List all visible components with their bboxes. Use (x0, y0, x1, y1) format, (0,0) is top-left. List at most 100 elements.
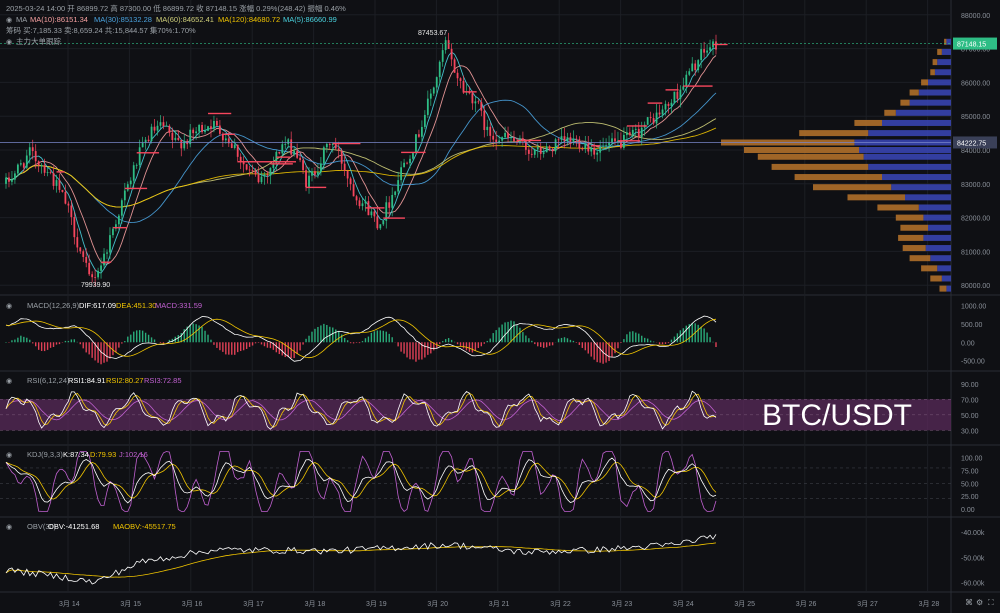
candle-body (349, 178, 352, 185)
kdj-pane[interactable] (0, 451, 951, 512)
main-force-label[interactable]: 主力大单跟踪 (16, 36, 61, 46)
large-order-mark (626, 125, 648, 127)
macd-histogram-bar (433, 342, 435, 351)
macd-histogram-bar (23, 336, 25, 343)
candle-body (61, 189, 64, 192)
macd-histogram-bar (563, 337, 566, 343)
rsi2-line (5, 392, 717, 428)
candle-body (11, 179, 13, 182)
macd-histogram-bar (343, 337, 346, 343)
macd-histogram-bar (382, 330, 384, 343)
macd-histogram-bar (462, 342, 465, 349)
macd-dif-value: DIF:617.09 (79, 301, 116, 310)
macd-histogram-bar (171, 338, 174, 343)
candle-body (655, 112, 658, 124)
candle-body (358, 200, 361, 207)
candle-body (319, 163, 322, 172)
large-order-mark (306, 186, 327, 189)
time-tick-label: 3月 16 (182, 600, 203, 608)
macd-histogram-bar (400, 342, 402, 352)
camera-icon[interactable]: ⌘ (965, 598, 973, 607)
macd-histogram-bar (49, 342, 52, 348)
kdj-d-value: D:79.93 (90, 450, 116, 459)
candle-body (462, 80, 465, 93)
eye-icon[interactable]: ◉ (6, 39, 12, 46)
rsi-pane[interactable] (0, 390, 951, 431)
ma10-value: MA(10):86151.34 (30, 15, 88, 24)
candle-body (28, 147, 31, 156)
macd-histogram-bar (551, 342, 554, 346)
macd-histogram-bar (118, 342, 120, 348)
candle-body (667, 103, 670, 106)
macd-histogram-bar (127, 336, 129, 343)
macd-histogram-bar (58, 342, 61, 345)
macd-histogram-bar (608, 342, 610, 362)
candle-body (539, 147, 542, 154)
time-axis: 3月 14 3月 15 3月 16 3月 17 3月 18 3月 19 3月 20 3月 21… (59, 600, 939, 608)
candle-body (195, 131, 198, 134)
candle-body (334, 143, 337, 149)
macd-histogram-bar (459, 342, 462, 346)
macd-histogram-bar (136, 330, 138, 343)
settings-icon[interactable]: ⚙ (976, 598, 983, 607)
macd-histogram-bar (91, 342, 93, 358)
macd-histogram-bar (329, 326, 331, 343)
kdj-k-value: K:87.34 (63, 450, 89, 459)
candle-body (620, 140, 622, 148)
macd-histogram-bar (480, 342, 483, 347)
candle-body (709, 47, 711, 51)
candle-body (569, 137, 572, 142)
volume-profile-bar-up (928, 224, 951, 231)
macd-histogram-bar (338, 331, 340, 343)
candle-body (299, 157, 302, 161)
time-tick-label: 3月 22 (550, 600, 571, 608)
macd-legend: ◉ MACD(12,26,9) DIF:617.09 DEA:451.30 MA… (6, 301, 202, 310)
candle-body (536, 147, 539, 150)
macd-histogram-bar (379, 330, 382, 343)
large-order-mark (516, 139, 541, 142)
candle-body (207, 126, 209, 131)
candle-body (198, 124, 200, 132)
obv-line (5, 534, 717, 585)
candle-body (132, 165, 135, 181)
candle-body (150, 126, 153, 142)
macd-histogram-bar (234, 342, 236, 355)
eye-icon[interactable]: ◉ (6, 17, 12, 24)
macd-pane[interactable] (5, 315, 717, 365)
volume-profile-bar-up (905, 194, 951, 201)
macd-histogram-bar (272, 342, 275, 350)
macd-histogram-bar (35, 342, 37, 347)
candle-body (614, 138, 616, 142)
obv-pane[interactable] (5, 534, 717, 585)
candle-body (715, 41, 717, 50)
poc-price-tag (953, 136, 997, 149)
candle-body (703, 49, 706, 53)
candle-body (58, 180, 61, 190)
volume-profile-bar-up (937, 59, 951, 66)
indicator-tick-label: 0.00 (961, 340, 975, 347)
macd-histogram-bar (192, 323, 194, 343)
macd-histogram-bar (204, 330, 206, 343)
macd-histogram-bar (201, 326, 203, 343)
macd-histogram-bar (652, 341, 655, 343)
volume-profile-bar-up (941, 48, 951, 55)
candle-body (248, 169, 251, 171)
macd-histogram-bar (40, 342, 43, 351)
macd-histogram-bar (542, 342, 545, 348)
macd-histogram-bar (284, 342, 286, 358)
macd-histogram-bar (593, 342, 595, 360)
candle-body (548, 146, 551, 149)
macd-histogram-bar (421, 342, 423, 360)
candle-body (545, 146, 548, 153)
candle-body (192, 129, 195, 134)
rsi3-value: RSI3:72.85 (144, 376, 182, 385)
price-annotations: 87453.67 79939.90 (81, 30, 447, 289)
fullscreen-icon[interactable]: ⛶ (987, 598, 994, 607)
header-legend: 2025-03-24 14:00 开 86899.72 高 87300.00 低… (6, 3, 346, 46)
candle-body (510, 137, 512, 139)
candle-body (551, 148, 554, 152)
price-pane[interactable] (0, 32, 951, 286)
candle-body (560, 136, 563, 140)
